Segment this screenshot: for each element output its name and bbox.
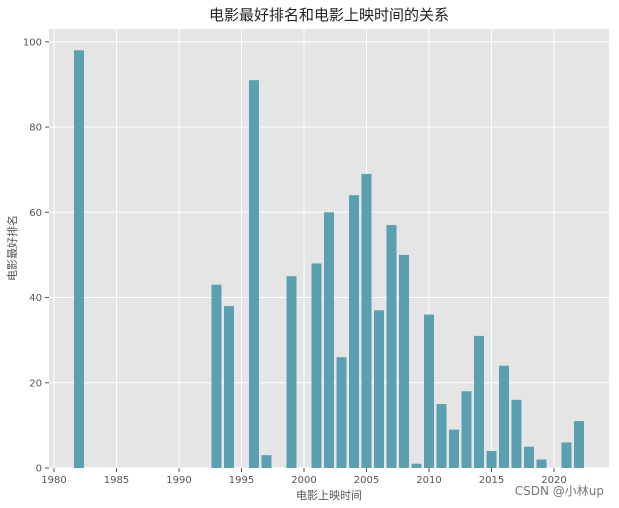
- bar: [224, 306, 234, 468]
- bar: [424, 314, 434, 468]
- bar: [374, 310, 384, 468]
- bar: [474, 335, 484, 468]
- y-axis-label: 电影最好排名: [5, 215, 19, 281]
- bar: [261, 455, 272, 468]
- x-tick-label: 1980: [41, 475, 66, 486]
- bar: [511, 399, 522, 468]
- bar: [336, 357, 347, 468]
- bar: [349, 195, 359, 468]
- bar: [311, 263, 322, 468]
- x-tick-label: 1985: [104, 475, 129, 486]
- x-tick-label: 1990: [166, 475, 191, 486]
- bar: [561, 442, 572, 468]
- ticks-layer: 1980 1985 1990 1995 2000 2005 2010 2015 2020 0 20 4…: [23, 37, 567, 486]
- bar: [499, 365, 509, 468]
- bar: [486, 450, 497, 468]
- bar: [574, 421, 584, 468]
- bar: [286, 276, 297, 468]
- bar: [524, 446, 534, 468]
- bar: [436, 404, 447, 468]
- bar: [449, 429, 459, 468]
- x-tick-label: 2005: [354, 475, 379, 486]
- bar: [411, 463, 422, 468]
- x-axis-label: 电影上映时间: [296, 489, 362, 502]
- y-tick-label: 0: [36, 464, 42, 475]
- x-tick-label: 2010: [416, 475, 441, 486]
- bar: [249, 80, 259, 468]
- bar: [361, 173, 372, 468]
- x-tick-label: 2000: [291, 475, 316, 486]
- y-tick-label: 20: [29, 378, 42, 389]
- watermark: CSDN @小林up: [515, 484, 604, 498]
- x-tick-label: 1995: [229, 475, 254, 486]
- x-tick-label: 2015: [479, 475, 504, 486]
- bars-layer: [74, 50, 584, 469]
- y-tick-label: 40: [29, 293, 42, 304]
- bar: [536, 459, 547, 468]
- x-tick-label: 2020: [541, 475, 566, 486]
- bar: [211, 284, 222, 468]
- bar: [461, 391, 472, 468]
- y-tick-label: 60: [29, 208, 42, 219]
- bar: [324, 212, 334, 468]
- bar: [399, 254, 409, 468]
- y-tick-label: 80: [29, 123, 42, 134]
- y-tick-label: 100: [23, 37, 42, 48]
- chart-title: 电影最好排名和电影上映时间的关系: [209, 6, 449, 24]
- bar: [386, 225, 397, 468]
- bar: [74, 50, 84, 469]
